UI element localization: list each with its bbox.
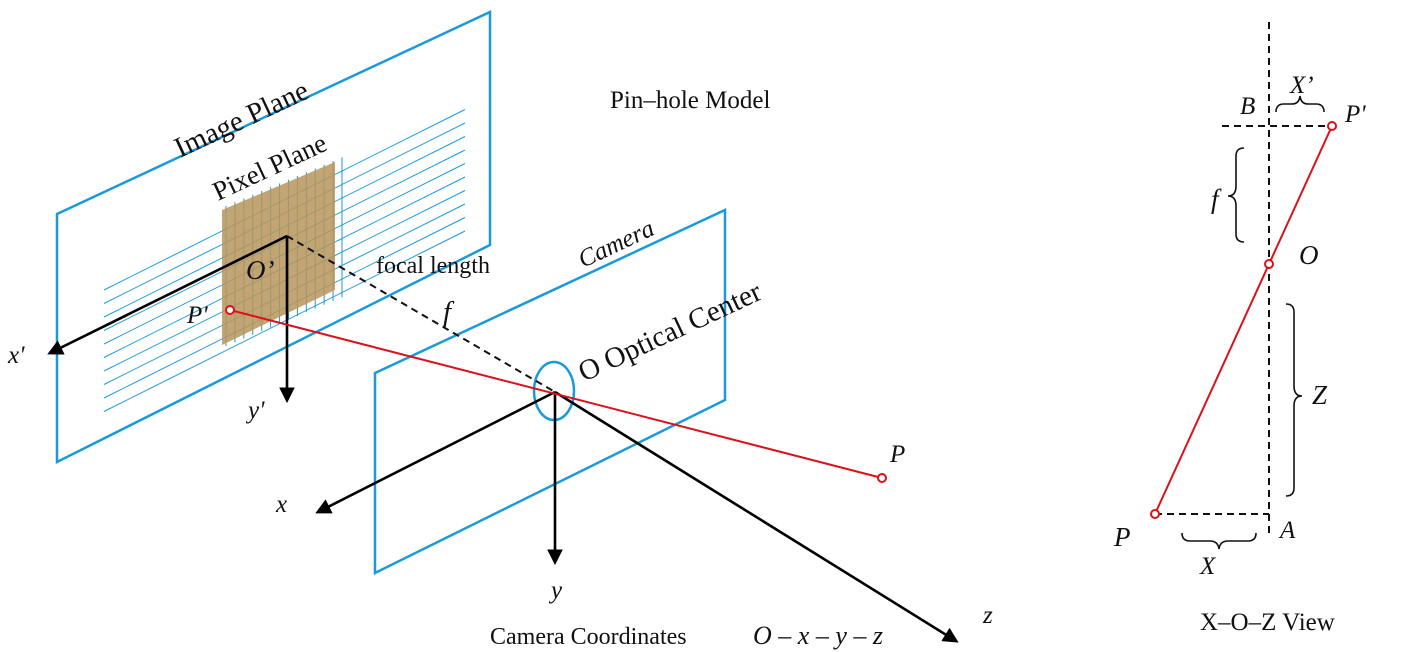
side-projection-ray (1154, 125, 1333, 515)
object-point-label: P (889, 441, 905, 468)
side-image-point-label: P' (1344, 101, 1366, 128)
image-x-axis (47, 234, 288, 355)
main-view: Pin–hole Model Image Plane Pixel Plane C… (7, 10, 993, 650)
caption-formula: O – x – y – z (753, 621, 883, 650)
projection-ray (229, 309, 883, 479)
optical-center-label: O Optical Center (573, 275, 766, 388)
side-view: B P' X’ f O Z P A X X–O–Z View (1113, 22, 1366, 636)
main-title: Pin–hole Model (610, 87, 770, 114)
image-point-marker (225, 305, 235, 315)
image-x-axis-label: x' (7, 342, 25, 369)
side-center-marker (1264, 259, 1274, 269)
image-y-axis-label: y' (245, 397, 265, 424)
depth-brace (1285, 303, 1303, 497)
image-offset-brace (1275, 95, 1325, 113)
object-point-marker (877, 473, 887, 483)
camera-x-axis-label: x (275, 491, 287, 518)
side-object-point-marker (1150, 509, 1160, 519)
side-center-label: O (1299, 240, 1319, 270)
side-object-point-label: P (1113, 522, 1131, 552)
camera-y-axis-label: y (548, 577, 563, 604)
pixel-plane (222, 162, 335, 345)
camera-z-axis-label: z (982, 602, 993, 629)
camera-label: Camera (574, 215, 658, 274)
camera-x-axis (315, 390, 556, 514)
side-view-title: X–O–Z View (1200, 609, 1335, 636)
object-offset-label: X (1199, 553, 1217, 580)
image-plane-grid-line (103, 230, 466, 412)
point-b-label: B (1240, 93, 1255, 120)
caption-prefix: Camera Coordinates (490, 624, 687, 650)
focal-length-label: focal length (376, 253, 490, 279)
point-a-label: A (1278, 517, 1296, 544)
object-offset-brace (1181, 532, 1257, 550)
focal-symbol-label: f (443, 296, 455, 328)
image-point-label: P' (186, 302, 208, 329)
camera-z-axis (554, 390, 959, 643)
image-plane (55, 10, 492, 465)
side-image-point-marker (1327, 121, 1337, 131)
camera-plane (373, 208, 727, 576)
focal-length-line (286, 235, 556, 393)
image-origin-label: O’ (246, 255, 275, 285)
side-focal-label: f (1211, 184, 1222, 214)
focal-brace (1227, 147, 1245, 243)
image-offset-label: X’ (1289, 72, 1314, 99)
depth-label: Z (1312, 380, 1328, 410)
